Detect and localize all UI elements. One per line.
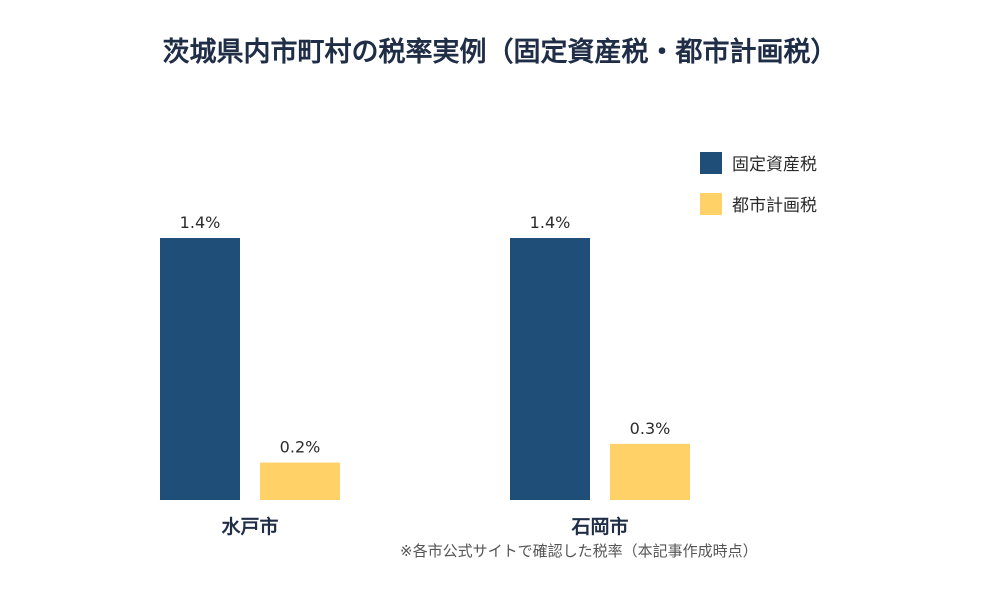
- data-label-fixed-asset-0: 1.4%: [180, 213, 221, 232]
- legend-swatch-city-planning: [700, 192, 722, 215]
- data-label-city-planning-0: 0.2%: [280, 438, 321, 457]
- legend-item-fixed-asset: 固定資産税: [700, 150, 817, 175]
- legend-label-city-planning: 都市計画税: [732, 196, 817, 216]
- legend-label-fixed-asset: 固定資産税: [732, 155, 817, 175]
- data-label-fixed-asset-1: 1.4%: [530, 213, 571, 232]
- bar-fixed-asset-0: [160, 238, 240, 500]
- bar-city-planning-1: [610, 443, 690, 500]
- legend-swatch-fixed-asset: [700, 151, 722, 174]
- data-label-city-planning-1: 0.3%: [630, 419, 671, 438]
- category-label-0: 水戸市: [221, 515, 278, 538]
- footnote: ※各市公式サイトで確認した税率（本記事作成時点）: [400, 542, 758, 560]
- bar-fixed-asset-1: [510, 238, 590, 500]
- category-label-1: 石岡市: [570, 515, 628, 538]
- bar-city-planning-0: [260, 462, 340, 500]
- legend-item-city-planning: 都市計画税: [700, 191, 817, 216]
- chart-title: 茨城県内市町村の税率実例（固定資産税・都市計画税）: [162, 37, 838, 68]
